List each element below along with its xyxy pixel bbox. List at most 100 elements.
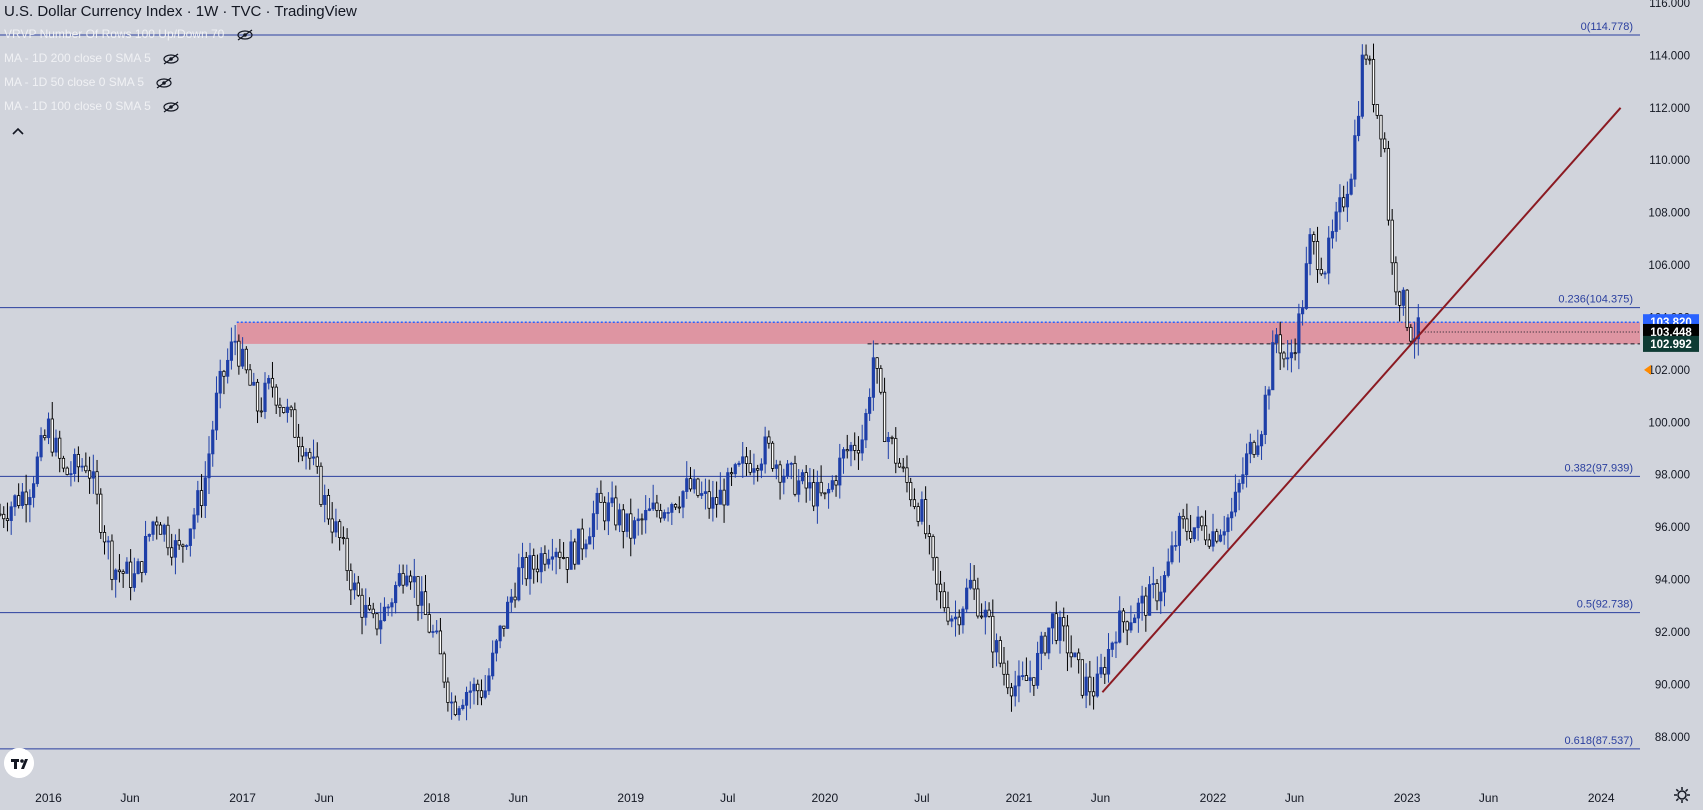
- candle-body: [1416, 317, 1420, 340]
- candle-body: [218, 370, 222, 394]
- chart-legend: U.S. Dollar Currency Index · 1W · TVC · …: [4, 2, 357, 118]
- candle-body: [655, 502, 659, 511]
- candle-body: [737, 462, 741, 465]
- candle-body: [1058, 617, 1062, 641]
- hidden-eye-icon[interactable]: [162, 53, 180, 65]
- candle-body: [196, 490, 200, 516]
- candle-body: [789, 462, 793, 465]
- collapse-legend-chevron-up-icon[interactable]: [10, 124, 26, 138]
- candle-body: [897, 462, 902, 468]
- candle-body: [1106, 648, 1111, 675]
- candle-body: [1252, 441, 1256, 455]
- candle-body: [972, 579, 976, 590]
- candle-body: [479, 690, 484, 698]
- x-tick-label: 2022: [1200, 791, 1227, 805]
- candle-body: [685, 478, 689, 492]
- candle-body: [263, 382, 267, 412]
- candles-group: [0, 43, 1420, 721]
- fib-level-label: 0.618(87.537): [1565, 735, 1634, 747]
- candle-body: [241, 348, 245, 367]
- candle-body: [935, 557, 939, 585]
- candle-body: [722, 489, 726, 506]
- candle-body: [1263, 394, 1267, 436]
- candle-body: [1304, 263, 1308, 309]
- candle-body: [1177, 515, 1182, 546]
- candle-body: [1088, 676, 1092, 693]
- candle-body: [927, 533, 931, 537]
- candle-body: [405, 575, 409, 586]
- candle-body: [121, 571, 125, 574]
- candle-body: [114, 569, 118, 580]
- candle-body: [573, 541, 577, 565]
- candle-body: [491, 652, 495, 677]
- candle-body: [2, 513, 6, 520]
- candle-body: [539, 553, 543, 573]
- y-tick-label: 94.000: [1655, 575, 1690, 587]
- candle-body: [457, 708, 461, 716]
- candle-body: [226, 359, 230, 377]
- candle-body: [715, 497, 719, 505]
- candle-body: [868, 396, 872, 414]
- candle-body: [1364, 54, 1368, 60]
- tradingview-logo-icon[interactable]: [4, 748, 34, 778]
- candle-body: [296, 436, 301, 448]
- candle-body: [942, 591, 946, 609]
- candle-body: [1062, 617, 1066, 627]
- y-tick-label: 92.000: [1655, 627, 1690, 639]
- y-tick-label: 116.000: [1649, 0, 1690, 10]
- candle-body: [707, 491, 711, 509]
- candle-body: [864, 413, 868, 441]
- candle-body: [487, 675, 491, 692]
- candle-body: [1009, 687, 1014, 697]
- candle-body: [808, 482, 812, 489]
- hidden-eye-icon[interactable]: [155, 77, 173, 89]
- indicator-ma-50[interactable]: MA - 1D 50 close 0 SMA 5: [4, 70, 357, 94]
- candle-body: [367, 604, 372, 610]
- candle-body: [886, 436, 890, 442]
- candle-body: [334, 521, 338, 533]
- candle-body: [1170, 545, 1174, 563]
- candle-body: [599, 492, 603, 503]
- candle-body: [99, 493, 103, 533]
- candle-body: [382, 606, 387, 622]
- candle-body: [412, 576, 416, 583]
- indicator-ma-200[interactable]: MA - 1D 200 close 0 SMA 5: [4, 46, 357, 70]
- candle-body: [681, 491, 685, 508]
- candle-body: [1327, 237, 1331, 274]
- y-tick-label: 108.000: [1648, 208, 1690, 220]
- candle-body: [659, 510, 663, 519]
- candle-body: [603, 501, 607, 522]
- candle-body: [1073, 652, 1077, 658]
- candle-body: [229, 341, 234, 361]
- candle-body: [136, 561, 140, 575]
- candle-body: [1349, 178, 1353, 195]
- candle-body: [252, 381, 256, 386]
- candle-body: [1230, 511, 1234, 519]
- candle-body: [1379, 114, 1383, 140]
- candle-body: [1166, 561, 1170, 576]
- candle-body: [1039, 635, 1043, 654]
- indicator-ma-100[interactable]: MA - 1D 100 close 0 SMA 5: [4, 94, 357, 118]
- candle-body: [1021, 675, 1025, 677]
- candle-body: [185, 545, 189, 547]
- candle-body: [1192, 527, 1196, 540]
- candle-body: [513, 596, 517, 601]
- indicator-vrvp[interactable]: VRVP Number Of Rows 100 Up/Down 70: [4, 22, 357, 46]
- hidden-eye-icon[interactable]: [162, 101, 180, 113]
- candle-body: [812, 482, 816, 507]
- candle-body: [849, 444, 853, 452]
- candle-body: [785, 463, 790, 477]
- candle-body: [360, 594, 364, 618]
- candle-body: [1383, 138, 1387, 149]
- fib-level-label: 0.236(104.375): [1558, 294, 1633, 306]
- candle-body: [991, 615, 995, 653]
- hidden-eye-icon[interactable]: [236, 29, 254, 41]
- candle-body: [1099, 667, 1103, 675]
- candle-body: [438, 630, 443, 655]
- settings-gear-icon[interactable]: [1673, 786, 1691, 804]
- candle-body: [1405, 289, 1409, 328]
- candle-body: [535, 568, 540, 573]
